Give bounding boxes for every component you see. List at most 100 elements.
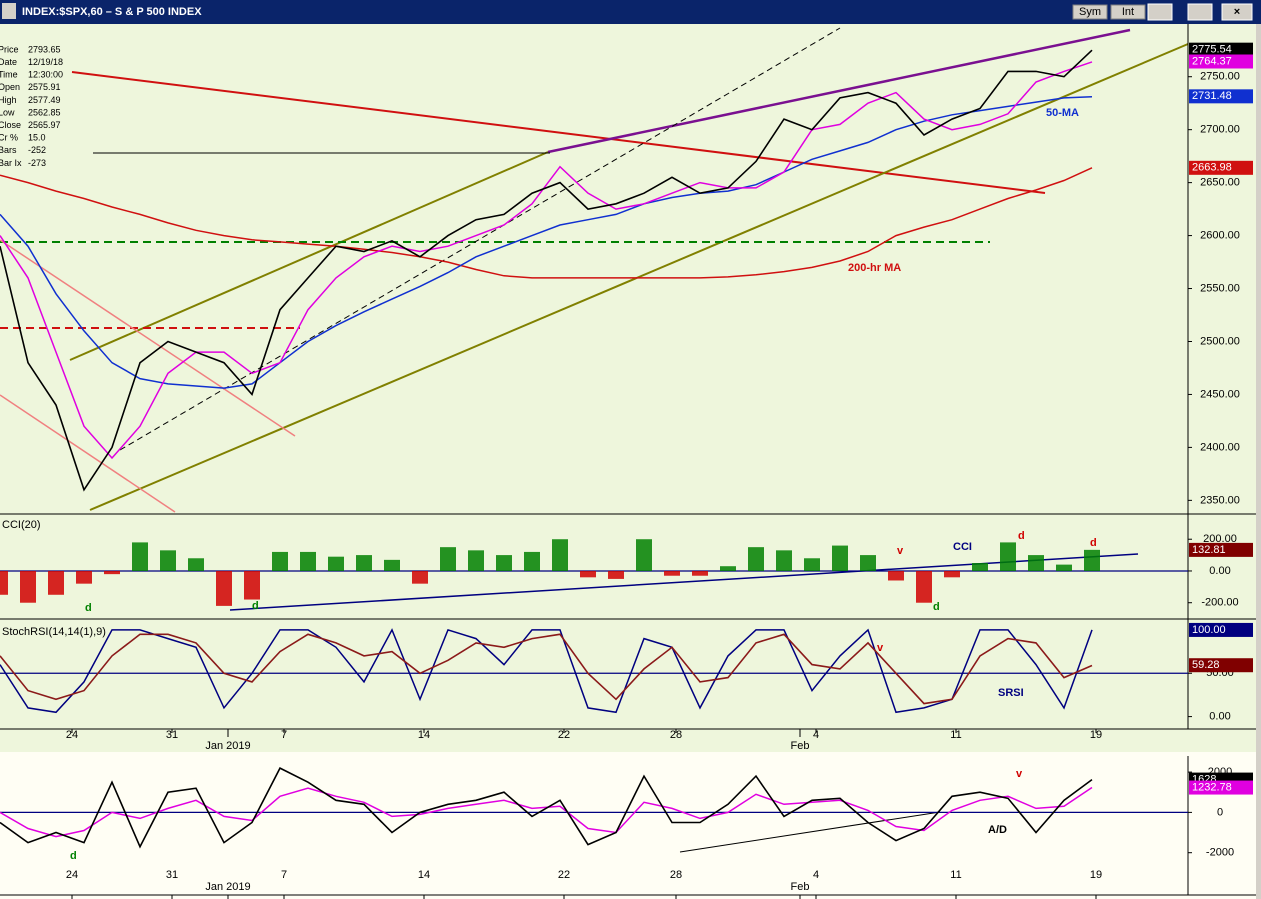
x-tick-label: 14 xyxy=(418,869,430,881)
annotation: SRSI xyxy=(998,687,1024,699)
annotation: CCI xyxy=(953,541,972,553)
x-tick-label: 31 xyxy=(166,869,178,881)
y-tick-label: 0 xyxy=(1217,806,1223,818)
series-line xyxy=(0,633,1093,705)
cci-bar xyxy=(916,570,932,603)
series-line xyxy=(0,49,1093,492)
cci-bar xyxy=(412,570,428,584)
minimize-button[interactable] xyxy=(1147,3,1173,21)
y-tick-label: 2500.00 xyxy=(1200,335,1240,347)
readout-label: 2663.98 xyxy=(1192,162,1232,174)
cci-bar xyxy=(244,570,260,600)
cci-bar xyxy=(636,539,652,571)
y-tick-label: 2750.00 xyxy=(1200,71,1240,83)
series-line xyxy=(0,61,1093,460)
readout-label: 132.81 xyxy=(1192,544,1226,556)
x-tick-label: 24 xyxy=(66,729,78,741)
x-tick-label: 22 xyxy=(558,869,570,881)
y-tick-label: 2650.00 xyxy=(1200,177,1240,189)
info-label: Low xyxy=(0,107,15,117)
cci-bar xyxy=(524,551,540,571)
cci-bar xyxy=(160,550,176,571)
annotation: v xyxy=(1016,768,1023,780)
toolbar-button-label: Sym xyxy=(1079,6,1101,18)
trend-line xyxy=(547,28,1131,154)
cci-bar xyxy=(972,563,988,571)
info-value: 15.0 xyxy=(28,133,46,143)
annotation: d xyxy=(1090,537,1097,549)
month-label: Feb xyxy=(791,740,810,752)
window-title: INDEX:$SPX,60 – S & P 500 INDEX xyxy=(22,6,202,18)
info-label: Open xyxy=(0,82,20,92)
cci-bar xyxy=(1000,542,1016,571)
toolbar-button[interactable] xyxy=(1072,4,1108,20)
x-tick-label: 28 xyxy=(670,869,682,881)
x-tick-label: 7 xyxy=(281,869,287,881)
readout-box xyxy=(1189,160,1253,175)
annotation: d xyxy=(70,850,77,862)
cci-bar xyxy=(1028,555,1044,571)
y-tick-label: 0.00 xyxy=(1209,565,1230,577)
info-label: Cr % xyxy=(0,133,18,143)
cci-bar xyxy=(216,570,232,606)
series-line xyxy=(0,786,1093,838)
toolbar-button[interactable] xyxy=(1110,4,1146,20)
cci-bar xyxy=(132,542,148,571)
annotation: A/D xyxy=(988,824,1007,836)
annotation: 50-MA xyxy=(1046,107,1079,119)
toolbar-button-label: Int xyxy=(1122,6,1134,18)
info-label: High xyxy=(0,95,17,105)
month-label: Feb xyxy=(791,881,810,893)
cci-bar xyxy=(692,570,708,576)
cci-bar xyxy=(48,570,64,595)
info-label: Bar Ix xyxy=(0,158,22,168)
info-label: Time xyxy=(0,70,18,80)
month-label: Jan 2019 xyxy=(205,740,250,752)
y-tick-label: -200.00 xyxy=(1201,597,1238,609)
cci-bar xyxy=(272,551,288,571)
annotation: d xyxy=(85,602,92,614)
cci-bar xyxy=(608,570,624,579)
trend-line xyxy=(119,27,841,451)
y-tick-label: -2000 xyxy=(1206,847,1234,859)
cci-bar xyxy=(1084,549,1100,571)
cci-bar xyxy=(776,550,792,571)
month-label: Jan 2019 xyxy=(205,881,250,893)
info-label: Date xyxy=(0,57,17,67)
cci-bar xyxy=(0,570,8,595)
x-tick-label: 19 xyxy=(1090,869,1102,881)
close-button[interactable] xyxy=(1221,3,1253,21)
lower-area xyxy=(0,752,1256,899)
cci-bar xyxy=(496,555,512,571)
x-tick-label: 19 xyxy=(1090,729,1102,741)
y-tick-label: 2600.00 xyxy=(1200,229,1240,241)
cci-bar xyxy=(748,547,764,571)
x-tick-label: 11 xyxy=(950,869,961,881)
readout-label: 2731.48 xyxy=(1192,90,1232,102)
info-value: -273 xyxy=(28,158,46,168)
maximize-button[interactable] xyxy=(1187,3,1213,21)
trend-line xyxy=(69,151,549,361)
info-value: 2575.91 xyxy=(28,82,61,92)
annotation: 200-hr MA xyxy=(848,262,901,274)
upper-area xyxy=(0,24,1256,752)
y-tick-label: 0.00 xyxy=(1209,711,1230,723)
cci-bar xyxy=(720,566,736,571)
info-label: Close xyxy=(0,120,21,130)
y-tick-label: 2450.00 xyxy=(1200,388,1240,400)
cci-bar xyxy=(664,570,680,576)
y-tick-label: 2550.00 xyxy=(1200,282,1240,294)
cci-bar xyxy=(832,545,848,571)
series-line xyxy=(0,628,1093,714)
x-tick-label: 31 xyxy=(166,729,178,741)
trend-line xyxy=(89,43,1189,511)
readout-box xyxy=(1189,780,1253,795)
cci-bar xyxy=(384,559,400,571)
annotation: d xyxy=(1018,530,1025,542)
y-tick-label: 2700.00 xyxy=(1200,124,1240,136)
annotation: d xyxy=(933,601,940,613)
cci-bar xyxy=(104,570,120,575)
annotation: v xyxy=(877,642,884,654)
info-value: 12:30:00 xyxy=(28,70,63,80)
cci-bar xyxy=(356,555,372,571)
